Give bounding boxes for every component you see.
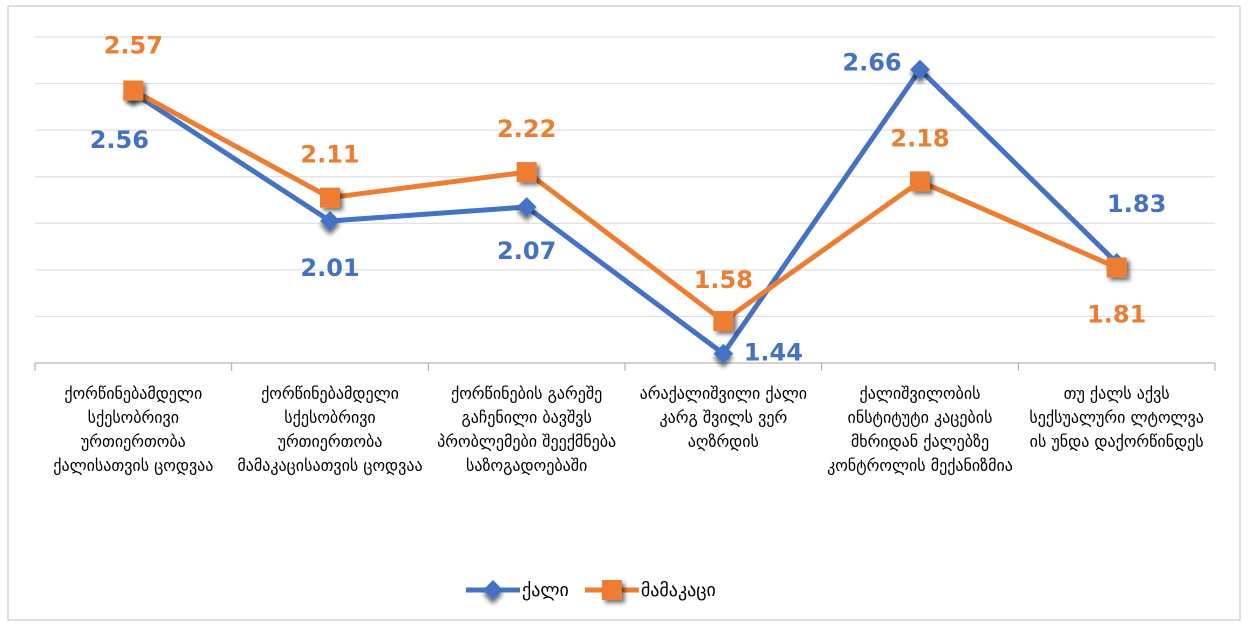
marker bbox=[483, 580, 503, 600]
marker bbox=[713, 343, 734, 364]
x-tick-label: ქალიშვილობის ინსტიტუტი კაცების მხრიდან ქ… bbox=[827, 384, 1013, 475]
marker bbox=[910, 171, 930, 192]
data-label: 1.58 bbox=[694, 266, 753, 294]
chart-border bbox=[7, 5, 1241, 621]
data-label: 1.83 bbox=[1107, 190, 1166, 218]
marker bbox=[713, 311, 734, 332]
data-label: 1.81 bbox=[1087, 301, 1146, 329]
marker bbox=[1106, 257, 1127, 278]
data-label: 2.18 bbox=[890, 124, 949, 152]
data-label: 2.66 bbox=[842, 49, 901, 77]
legend-label: მამაკაცი bbox=[641, 580, 716, 601]
x-tick-label: არაქალიშვილი ქალი კარგ შვილს ვერ აღზრდის bbox=[639, 384, 808, 451]
data-label: 2.22 bbox=[497, 115, 556, 143]
marker bbox=[320, 211, 340, 231]
x-tick-label: თუ ქალს აქვს სექსუალური ლტოლვა ის უნდა დ… bbox=[1029, 384, 1204, 451]
data-label: 1.44 bbox=[744, 339, 803, 367]
data-label: 2.01 bbox=[300, 254, 359, 282]
marker bbox=[601, 580, 622, 600]
marker bbox=[320, 187, 340, 208]
x-tick-label: ქორწინებამდელი სქესობრივი ურთიერთობა მამ… bbox=[237, 384, 423, 475]
x-tick-label: ქორწინების გარეშე გაჩენილი ბავშვს პრობლე… bbox=[437, 384, 617, 475]
x-tick-label: ქორწინებამდელი სქესობრივი ურთიერთობა ქალ… bbox=[53, 384, 214, 475]
data-label: 2.11 bbox=[300, 141, 359, 169]
data-label: 2.56 bbox=[90, 126, 149, 154]
data-label: 2.07 bbox=[497, 237, 556, 265]
legend-label: ქალი bbox=[522, 580, 569, 601]
marker bbox=[123, 80, 144, 101]
series-line bbox=[131, 67, 1119, 357]
marker bbox=[516, 162, 537, 183]
series-line bbox=[132, 88, 1118, 324]
data-label: 2.57 bbox=[104, 32, 163, 60]
